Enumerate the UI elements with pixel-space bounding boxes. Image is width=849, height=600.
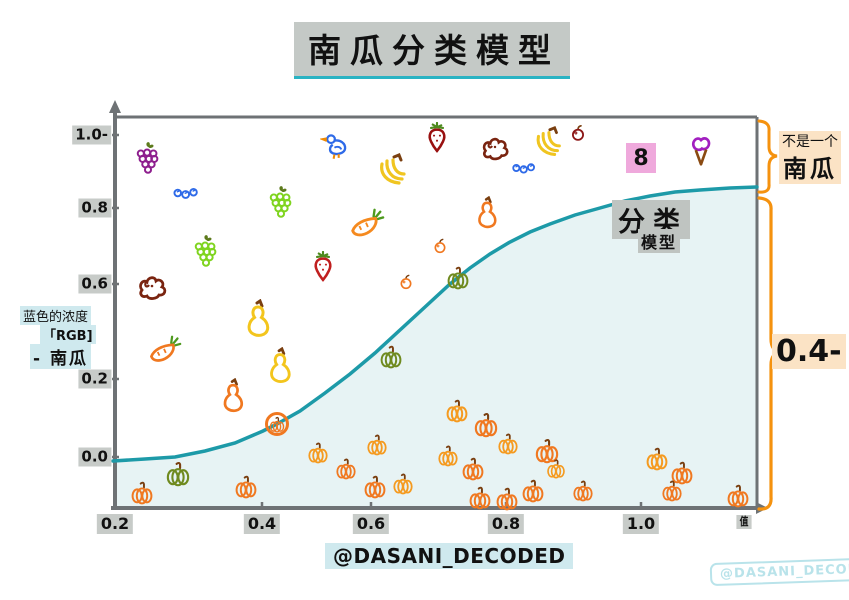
page-title: 南瓜分类模型 bbox=[294, 22, 570, 79]
right-bracket-top bbox=[757, 119, 778, 194]
y-axis-label-line1: 蓝色的浓度 bbox=[20, 306, 92, 325]
y-axis-label-line3: - 南瓜 bbox=[30, 344, 91, 369]
annotation-not-a-pumpkin-line1: 不是一个 bbox=[779, 131, 841, 151]
y-axis-arrow bbox=[109, 100, 121, 113]
credit-text: @DASANI_DECODED bbox=[325, 543, 574, 569]
annotation-not-a-pumpkin-line2: 南瓜 bbox=[779, 149, 841, 184]
curve-label-line2: 模型 bbox=[638, 229, 681, 253]
y-axis-label-line2: 「RGB] bbox=[40, 325, 96, 344]
annotation-threshold-0.4: 0.4- bbox=[772, 334, 846, 369]
